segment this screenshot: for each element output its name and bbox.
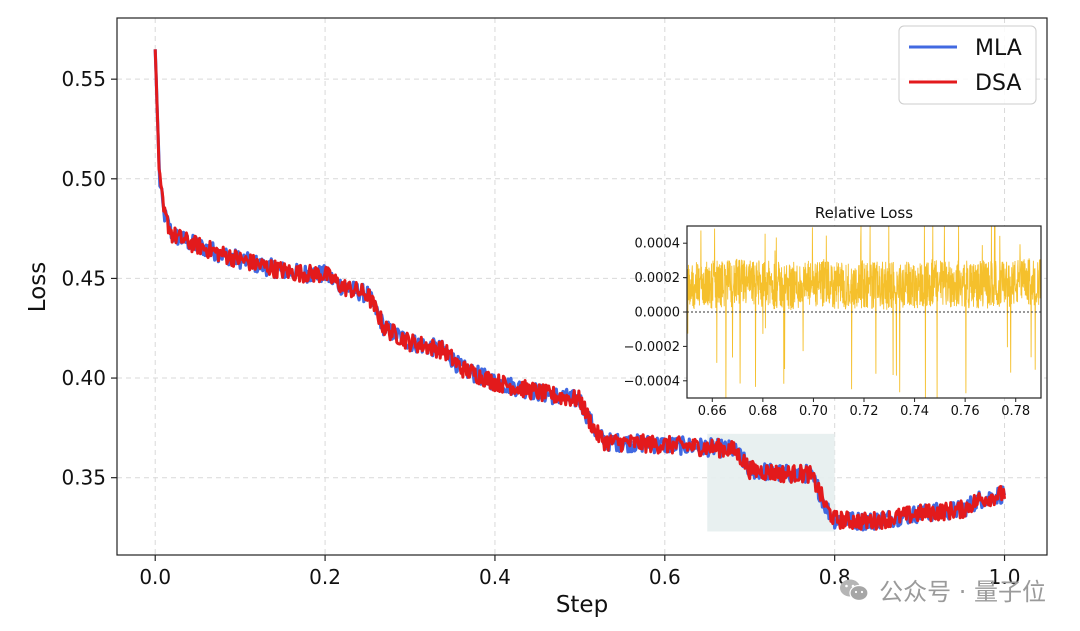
series-line-dsa xyxy=(153,49,1006,531)
main-x-tick-label: 0.4 xyxy=(479,565,511,589)
y-axis-label: Loss xyxy=(25,262,51,312)
main-y-tick-label: 0.55 xyxy=(61,67,106,91)
inset-x-tick-label: 0.74 xyxy=(900,404,929,419)
watermark: 公众号 · 量子位 xyxy=(839,572,1046,607)
wechat-icon xyxy=(840,579,869,601)
inset-x-tick-label: 0.76 xyxy=(951,404,980,419)
main-y-tick-label: 0.45 xyxy=(61,266,106,290)
main-y-tick-label: 0.40 xyxy=(61,366,106,390)
inset-x-tick-label: 0.66 xyxy=(698,404,727,419)
main-plot-frame xyxy=(116,17,1048,556)
inset-series-line xyxy=(686,225,1042,399)
legend-label-mla: MLA xyxy=(975,36,1022,61)
main-x-tick-label: 0.0 xyxy=(139,565,171,589)
inset-y-tick-label: 0.0000 xyxy=(635,306,681,321)
inset-x-ticks: 0.66 0.68 0.70 0.72 0.74 0.76 0.78 xyxy=(698,398,1030,419)
inset-y-tick-label: −0.0002 xyxy=(624,340,680,355)
inset-x-tick-label: 0.72 xyxy=(850,404,879,419)
legend-label-dsa: DSA xyxy=(975,71,1021,96)
inset-y-tick-label: 0.0004 xyxy=(635,237,681,252)
inset-y-tick-label: −0.0004 xyxy=(624,374,680,389)
main-x-tick-label: 0.2 xyxy=(309,565,341,589)
inset-series-group xyxy=(686,225,1042,399)
main-x-tick-label: 1.0 xyxy=(989,565,1021,589)
main-y-tick-label: 0.50 xyxy=(61,167,106,191)
main-y-tick-label: 0.35 xyxy=(61,466,106,490)
inset-x-tick-label: 0.68 xyxy=(748,404,777,419)
inset-x-tick-label: 0.70 xyxy=(799,404,828,419)
main-series-group xyxy=(153,49,1007,532)
watermark-text: 公众号 · 量子位 xyxy=(879,578,1046,606)
main-x-tick-label: 0.6 xyxy=(649,565,681,589)
x-axis-label: Step xyxy=(556,592,608,618)
inset-title: Relative Loss xyxy=(815,204,913,222)
inset-x-tick-label: 0.78 xyxy=(1001,404,1030,419)
main-x-ticks: 0.0 0.2 0.4 0.6 0.8 1.0 xyxy=(139,555,1020,589)
inset-y-tick-label: 0.0002 xyxy=(635,271,681,286)
main-y-ticks: 0.35 0.40 0.45 0.50 0.55 xyxy=(61,67,117,490)
inset-y-ticks: 0.0004 0.0002 0.0000 −0.0002 −0.0004 xyxy=(624,237,687,389)
legend: MLA DSA xyxy=(898,25,1037,105)
